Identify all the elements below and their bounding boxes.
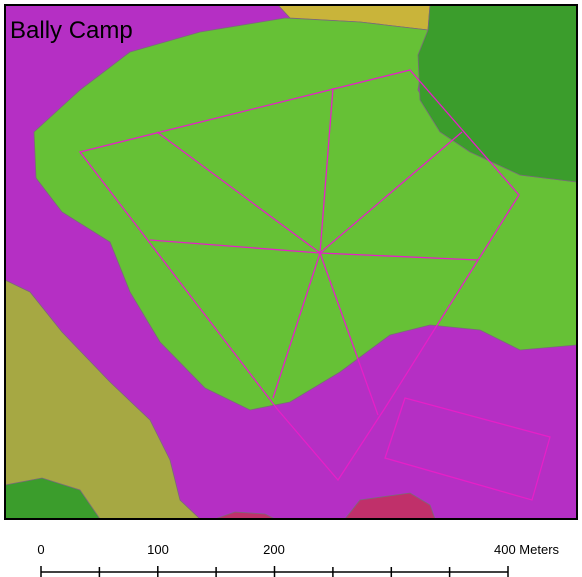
scale-bar (40, 566, 509, 577)
plot-spokes (149, 87, 479, 416)
crimson-sliver (214, 511, 276, 519)
map-title: Bally Camp (10, 17, 133, 44)
crimson-zone (344, 492, 436, 519)
plot-boundary (78, 69, 520, 482)
scale-label: 100 (147, 542, 169, 557)
map-area (5, 5, 577, 519)
map-frame (4, 4, 578, 520)
olive-zone (5, 279, 201, 519)
scale-label: 400 Meters (494, 542, 560, 557)
scale-label: 0 (37, 542, 44, 557)
plot-rectangle (384, 397, 551, 501)
dark-green-corner (5, 477, 101, 519)
light-green-zone (33, 17, 577, 411)
scale-label: 200 (263, 542, 285, 557)
dark-green-zone (417, 5, 577, 183)
